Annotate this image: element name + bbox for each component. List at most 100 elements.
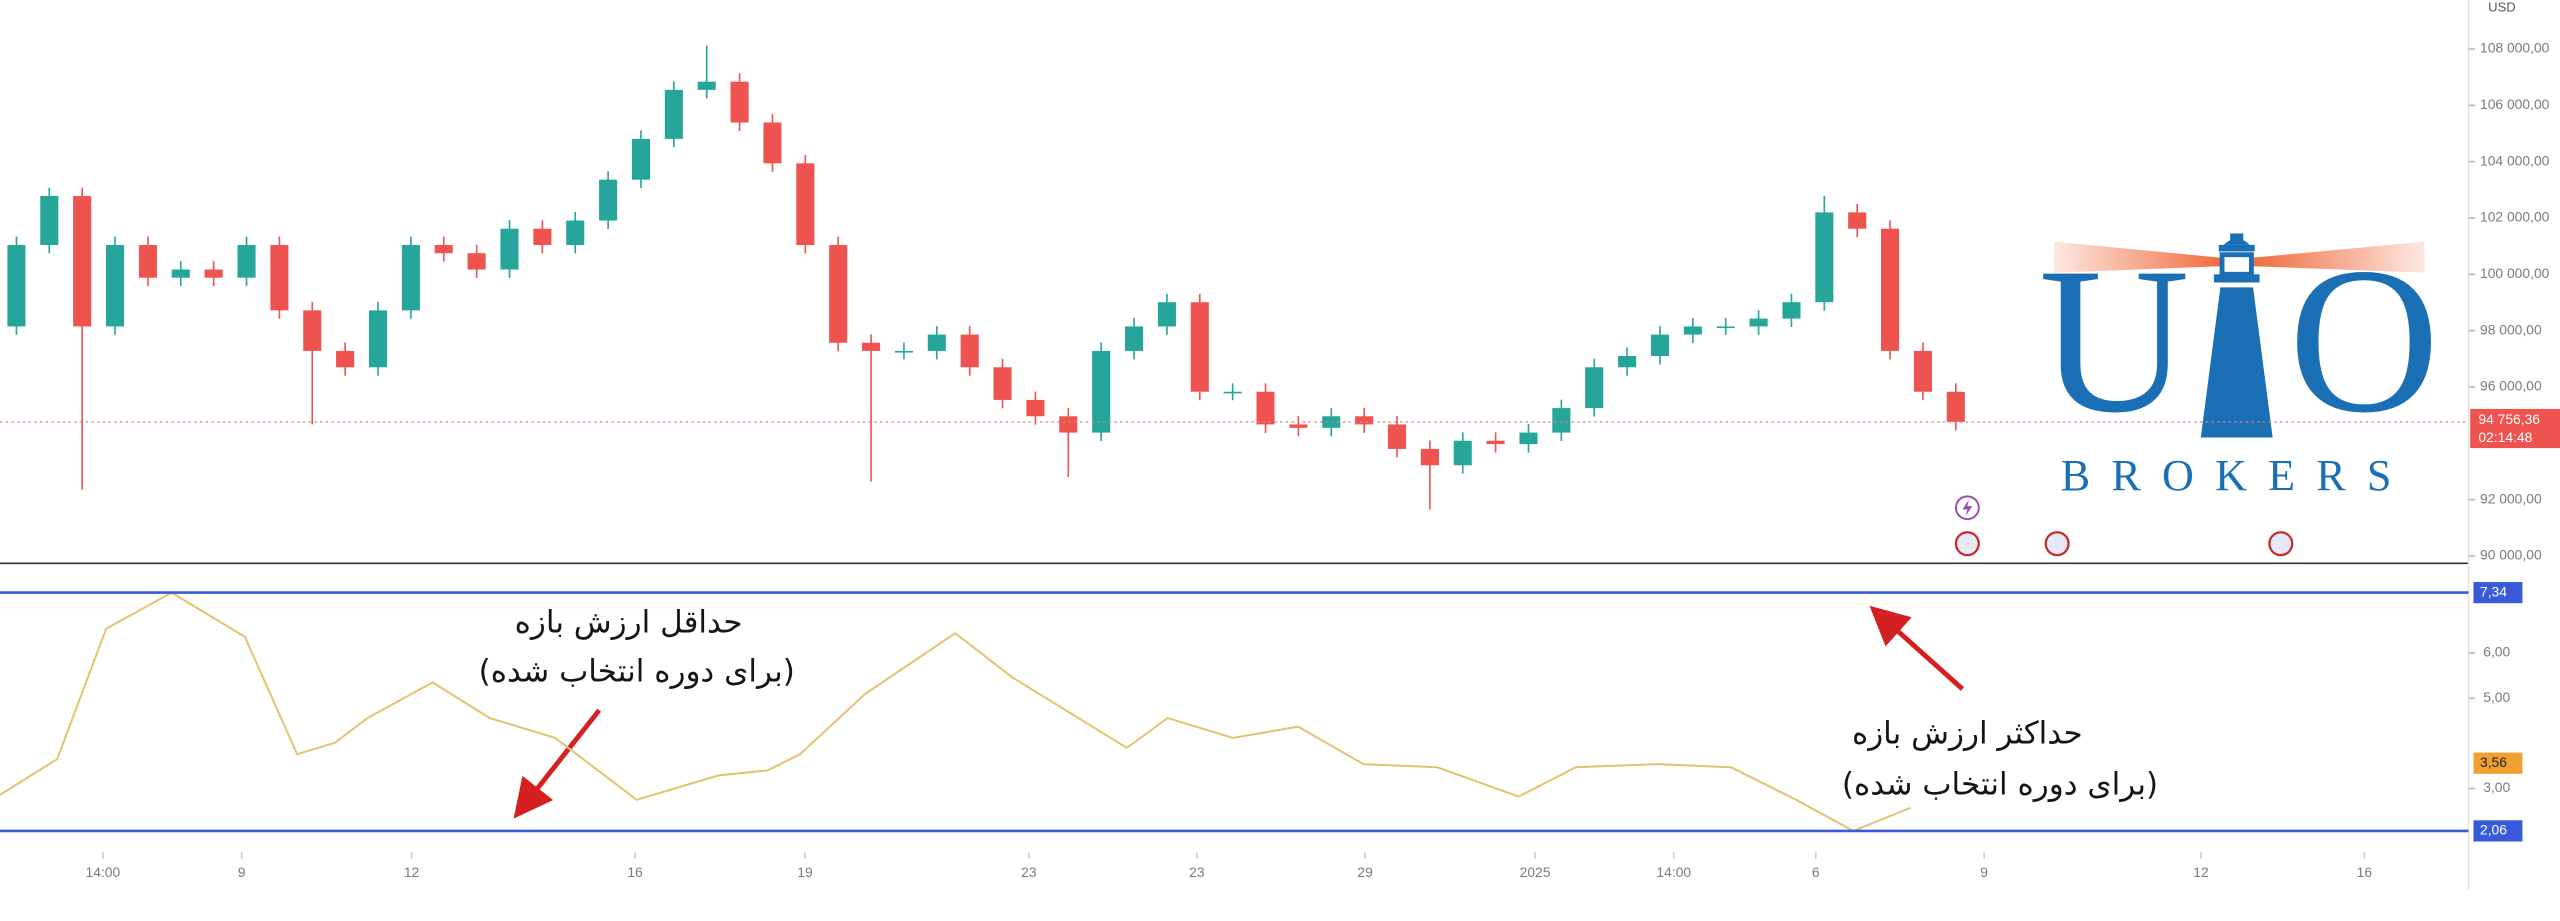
candle-body [171, 269, 190, 278]
x-tick-label: 16 [2357, 864, 2373, 880]
candle-body [1618, 355, 1637, 368]
x-tick-label: 23 [1021, 864, 1037, 880]
candle-body [1519, 432, 1538, 445]
event-icon [1954, 531, 1980, 557]
arrow [1869, 605, 1965, 691]
candle-body [1716, 326, 1735, 329]
x-tick-label: 14:00 [86, 864, 121, 880]
candle-body [960, 334, 979, 368]
x-tick-label: 9 [238, 864, 246, 880]
countdown: 02:14:48 [2478, 429, 2532, 445]
candle-body [1815, 212, 1834, 303]
candle-body [401, 245, 420, 311]
candle-body [40, 196, 59, 246]
candle-body [993, 367, 1012, 400]
range-label: 7,34 [2480, 583, 2507, 599]
last-price-box [2470, 408, 2560, 449]
candle-body [1749, 318, 1768, 327]
candle-body [1026, 399, 1045, 417]
range-label: 2,06 [2480, 822, 2507, 838]
y-tick-label: 108 000,00 [2480, 40, 2550, 56]
candle-body [1552, 408, 1571, 433]
event-icon [2268, 531, 2294, 557]
y-tick-label: 96 000,00 [2480, 378, 2542, 394]
candle-body [7, 245, 26, 327]
candle-body [1355, 416, 1374, 425]
candle-body [1585, 367, 1604, 409]
candle-body [1946, 391, 1965, 422]
y-tick-label: 3,00 [2483, 779, 2510, 795]
annotation: (برای دوره انتخاب شده) [1842, 766, 2158, 802]
candle-body [1913, 350, 1932, 392]
candle-body [434, 245, 453, 254]
candle-body [1125, 326, 1144, 351]
candle-body [368, 310, 388, 368]
candle-body [336, 350, 355, 368]
event-icon [1962, 499, 1973, 516]
last-value-label: 3,56 [2480, 754, 2507, 770]
y-tick-label: 104 000,00 [2480, 152, 2550, 168]
candle-body [829, 245, 848, 343]
y-tick-label: 102 000,00 [2480, 209, 2550, 225]
candle-body [763, 122, 782, 164]
candle-body [730, 81, 749, 123]
candle-body [599, 179, 618, 221]
annotation: حداقل ارزش بازه [515, 605, 743, 641]
candle-body [533, 228, 552, 246]
arrow [513, 708, 602, 819]
candle-body [270, 245, 289, 311]
candle-body [796, 163, 815, 246]
x-tick-label: 12 [404, 864, 420, 880]
candle-body [664, 89, 683, 139]
x-tick-label: 16 [627, 864, 643, 880]
candle-body [631, 138, 651, 180]
candle-body [303, 310, 322, 351]
candle-body [1223, 391, 1242, 394]
candle-body [1059, 416, 1078, 433]
lighthouse [2200, 233, 2273, 438]
candle-body [1453, 440, 1472, 466]
candle-body [1387, 424, 1407, 449]
candle-body [1157, 302, 1176, 327]
x-tick-label: 6 [1812, 864, 1820, 880]
candle-body [1683, 326, 1702, 335]
y-tick-label: 92 000,00 [2480, 490, 2542, 506]
annotation: (برای دوره انتخاب شده) [479, 654, 795, 690]
x-tick-label: 2025 [1520, 864, 1551, 880]
y-tick-label: 106 000,00 [2480, 96, 2550, 112]
candle-body [927, 334, 946, 351]
candle-body [1650, 334, 1670, 356]
candle-body [138, 245, 157, 278]
range-box [2473, 820, 2523, 842]
candle-body [500, 228, 519, 270]
candle-body [1322, 416, 1341, 428]
light-beam [2053, 241, 2224, 273]
candle-body [73, 196, 92, 327]
y-tick-label: 90 000,00 [2480, 547, 2542, 563]
logo: U O BROKERS [2039, 225, 2440, 500]
candle-body [1420, 448, 1439, 466]
indicator-line [0, 591, 1911, 832]
logo-letter: U [2039, 225, 2190, 456]
candle-body [1848, 212, 1867, 229]
candle-body [566, 220, 585, 246]
annotation: حداکثر ارزش بازه [1852, 716, 2083, 752]
candle-body [1289, 424, 1308, 428]
last-value-box [2473, 752, 2523, 774]
candle-body [697, 81, 716, 90]
x-tick-label: 14:00 [1656, 864, 1691, 880]
event-icons [1954, 495, 2294, 557]
y-tick-label: 98 000,00 [2480, 321, 2542, 337]
y-tick-label: 5,00 [2483, 689, 2510, 705]
candle-body [1256, 391, 1275, 425]
range-box [2473, 581, 2523, 604]
x-tick-label: 19 [797, 864, 813, 880]
candle-body [1486, 440, 1505, 445]
light-beam [2249, 241, 2425, 273]
candle-body [894, 350, 913, 353]
y-tick-label: 6,00 [2483, 644, 2510, 660]
event-icon [2044, 531, 2070, 557]
